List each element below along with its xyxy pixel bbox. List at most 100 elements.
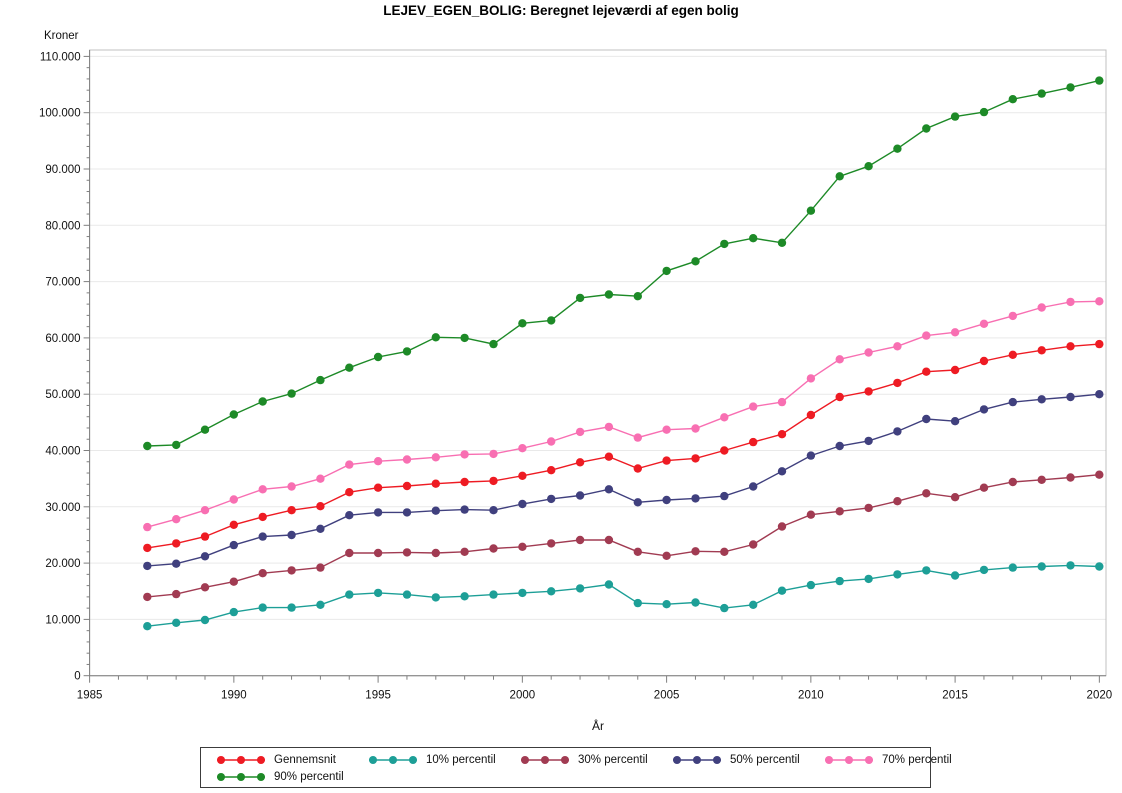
data-point-marker — [749, 540, 758, 549]
data-point-marker — [402, 481, 412, 491]
data-point-marker — [1066, 83, 1075, 92]
data-point-marker — [662, 600, 671, 609]
data-point-marker — [575, 458, 585, 467]
series-line — [147, 343, 1100, 549]
data-point-marker — [1037, 562, 1046, 571]
data-point-marker — [749, 234, 758, 243]
series-line — [147, 300, 1100, 528]
gridlines — [89, 55, 1106, 620]
series-line — [147, 393, 1100, 567]
data-point-marker — [1095, 339, 1104, 349]
y-tick-label: 30.000 — [45, 502, 80, 514]
data-point-marker — [604, 535, 614, 545]
x-tick-label: 2010 — [798, 690, 824, 702]
data-point-marker — [922, 566, 931, 575]
legend-entry-label: Gennemsnit — [274, 754, 337, 766]
data-point-marker — [893, 378, 902, 388]
data-point-marker — [922, 414, 931, 424]
data-point-marker — [720, 491, 729, 501]
data-point-marker — [373, 483, 383, 492]
data-point-marker — [979, 405, 989, 414]
data-point-marker — [258, 485, 267, 494]
data-point-marker — [835, 576, 844, 586]
data-point-marker — [345, 488, 354, 497]
data-point-marker — [1008, 311, 1017, 321]
data-point-marker — [287, 530, 296, 540]
data-point-marker — [1037, 395, 1046, 404]
data-point-marker — [979, 483, 989, 492]
data-point-marker — [835, 507, 844, 516]
data-point-marker — [172, 559, 181, 568]
data-point-marker — [143, 561, 152, 571]
data-point-marker — [1008, 397, 1017, 407]
data-point-marker — [258, 603, 267, 612]
data-point-marker — [950, 365, 960, 375]
y-tick-label: 70.000 — [45, 277, 80, 289]
data-point-marker — [777, 397, 787, 407]
data-point-marker — [633, 464, 642, 473]
data-point-marker — [1037, 346, 1046, 355]
data-point-marker — [172, 440, 181, 450]
data-point-marker — [229, 520, 238, 529]
data-point-marker — [1095, 390, 1104, 399]
data-point-marker — [633, 598, 642, 608]
data-point-marker — [489, 449, 498, 459]
data-point-marker — [431, 333, 440, 342]
data-point-marker — [1037, 89, 1046, 98]
series-marker-icon — [369, 756, 417, 764]
data-point-marker — [172, 539, 181, 548]
data-point-marker — [893, 497, 902, 506]
data-point-marker — [604, 290, 614, 299]
data-point-marker — [575, 584, 585, 593]
data-point-marker — [518, 588, 527, 598]
data-point-marker — [604, 452, 614, 461]
x-tick-label: 2020 — [1087, 690, 1113, 702]
x-tick-label: 1990 — [221, 690, 247, 702]
data-point-marker — [229, 607, 238, 617]
data-point-marker — [691, 494, 700, 503]
y-tick-label: 10.000 — [45, 614, 80, 626]
data-point-marker — [662, 551, 671, 560]
data-point-marker — [806, 510, 816, 519]
data-point-marker — [1037, 303, 1046, 312]
data-point-marker — [431, 479, 440, 488]
data-point-marker — [691, 257, 700, 266]
data-point-marker — [806, 580, 816, 590]
legend-entry: 70% percentil — [823, 752, 952, 768]
data-point-marker — [316, 474, 325, 483]
data-point-marker — [373, 352, 383, 362]
data-point-marker — [489, 339, 498, 349]
data-point-marker — [460, 547, 469, 556]
data-point-marker — [806, 374, 816, 383]
x-axis: 1985 1990 1995 2000 2005 2010 2015 2020 — [77, 675, 1113, 702]
y-axis-title: Kroner — [44, 30, 79, 42]
series-marker-icon — [673, 756, 721, 764]
series-50-percentil — [143, 390, 1104, 571]
data-point-marker — [200, 583, 210, 592]
data-point-marker — [720, 547, 729, 556]
data-point-marker — [1095, 562, 1104, 571]
data-point-marker — [518, 499, 527, 509]
data-point-marker — [950, 571, 960, 580]
data-point-marker — [460, 505, 469, 514]
data-point-marker — [489, 544, 498, 553]
data-point-marker — [373, 588, 383, 598]
y-tick-label: 80.000 — [45, 220, 80, 232]
data-point-marker — [835, 172, 844, 181]
data-point-marker — [806, 451, 816, 460]
data-point-marker — [864, 574, 873, 584]
data-point-marker — [316, 563, 325, 572]
data-point-marker — [547, 494, 556, 504]
data-point-marker — [402, 347, 412, 356]
data-point-marker — [1066, 561, 1075, 570]
x-tick-label: 1985 — [77, 690, 103, 702]
data-point-marker — [547, 539, 556, 548]
legend-entry-label: 70% percentil — [882, 754, 952, 766]
y-tick-label: 20.000 — [45, 558, 80, 570]
data-point-marker — [720, 413, 729, 422]
data-point-marker — [489, 476, 498, 486]
data-point-marker — [258, 397, 267, 406]
data-point-marker — [547, 437, 556, 446]
data-point-marker — [893, 342, 902, 351]
data-point-marker — [316, 502, 325, 511]
